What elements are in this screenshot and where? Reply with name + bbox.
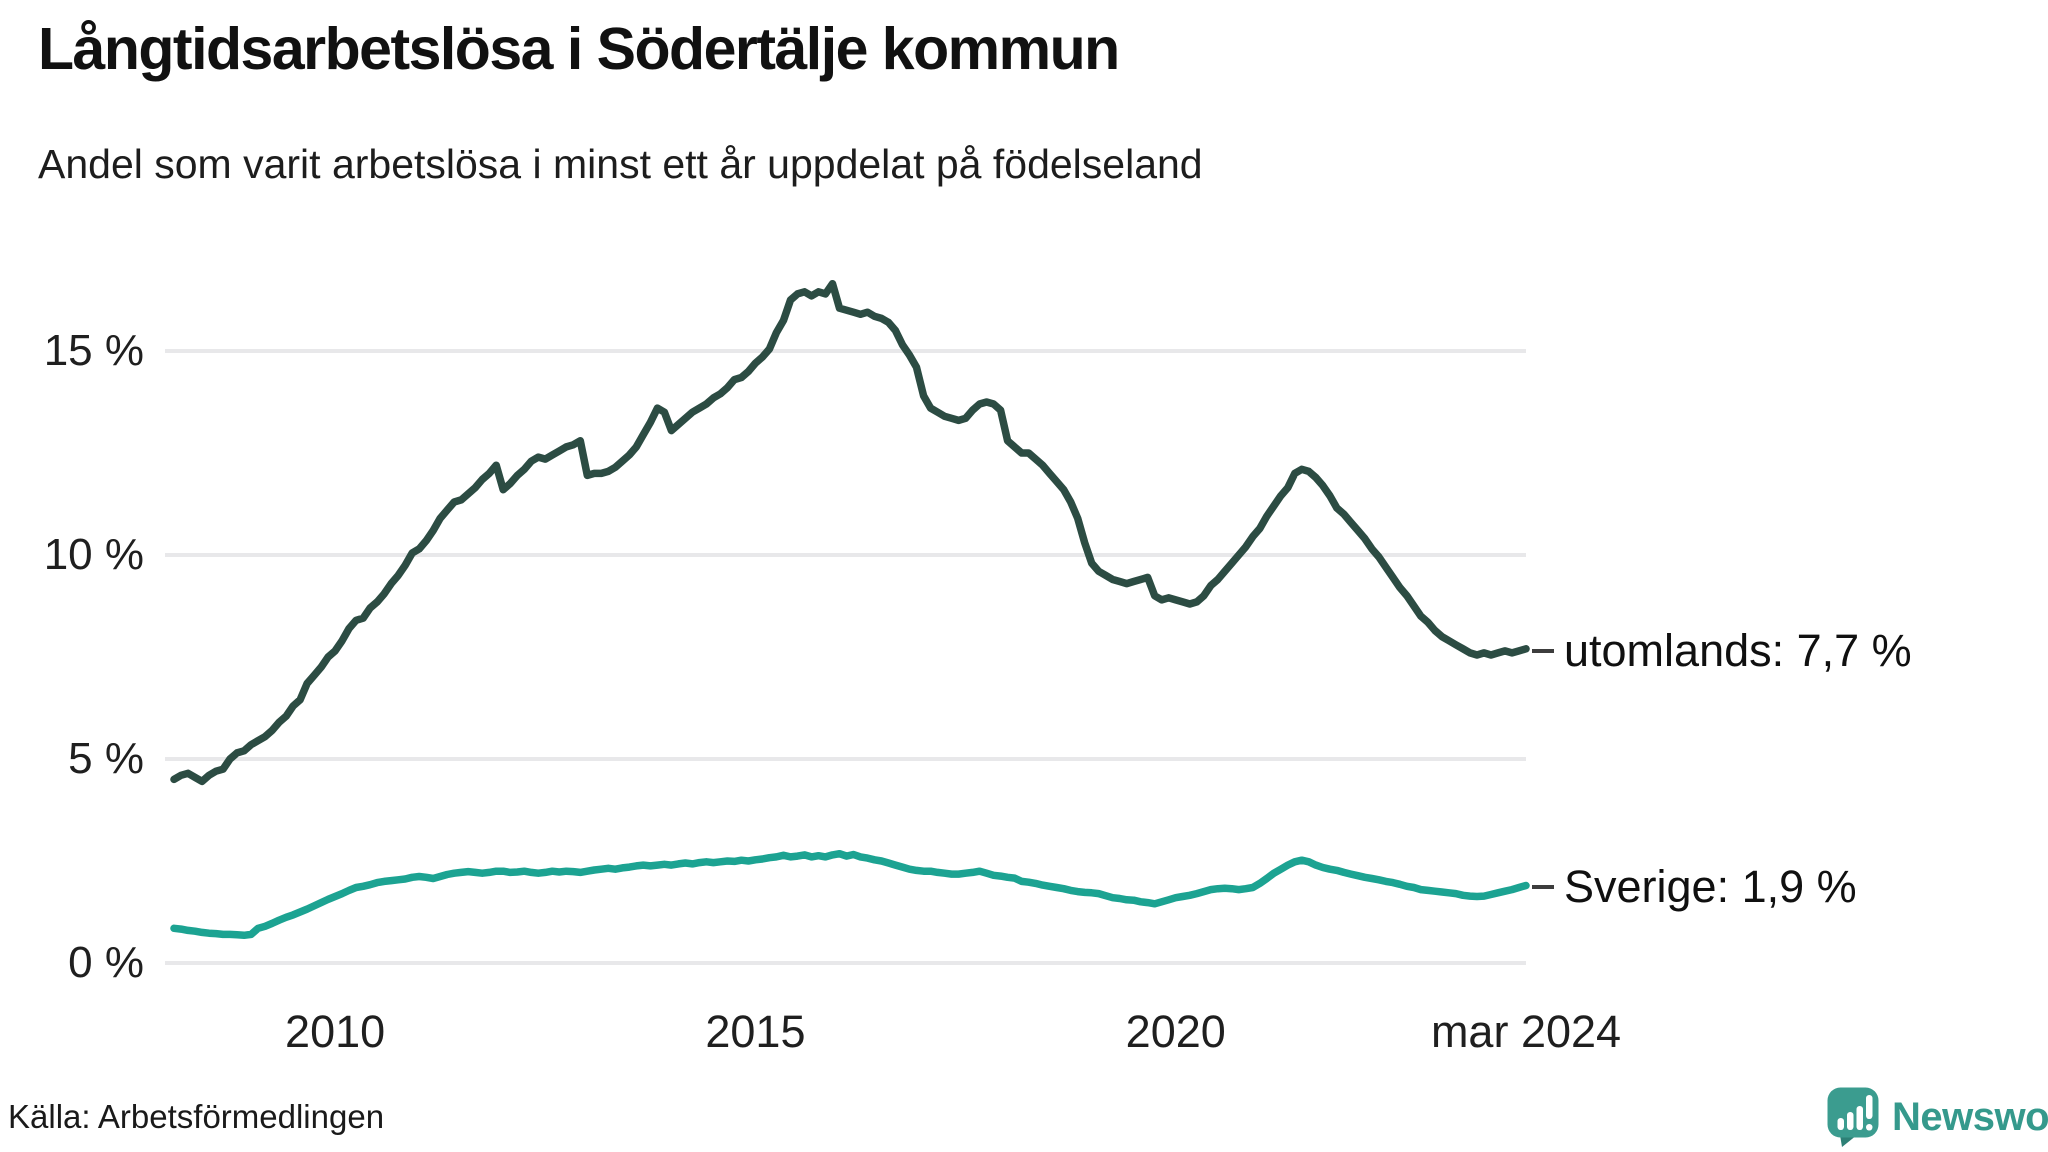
chart-subtitle: Andel som varit arbetslösa i minst ett å… [38, 141, 1203, 187]
newsworthy-logo-text: Newsworthy [1892, 1094, 2048, 1139]
series-label-utomlands: utomlands: 7,7 % [1532, 621, 1912, 681]
y-axis-tick-label: 5 % [68, 734, 144, 783]
series-label-text: Sverige: 1,9 % [1564, 861, 1857, 913]
newsworthy-speech-bubble-bar-chart-icon [1827, 1087, 1879, 1147]
series-label-connector-dash [1532, 885, 1554, 890]
chart-title: Långtidsarbetslösa i Södertälje kommun [38, 16, 1120, 82]
y-axis-tick-label: 0 % [68, 938, 144, 987]
x-axis-tick-label: mar 2024 [1430, 1006, 1622, 1057]
x-axis-tick-label: 2015 [705, 1006, 806, 1057]
series-label-connector-dash [1532, 648, 1554, 653]
y-axis-tick-label: 15 % [43, 326, 144, 375]
x-axis-tick-label: 2020 [1125, 1006, 1226, 1057]
y-axis-tick-label: 10 % [43, 530, 144, 579]
series-line-sverige [170, 849, 1530, 940]
newsworthy-logo[interactable]: Newsworthy [1826, 1086, 2048, 1148]
x-axis-tick-label: 2010 [285, 1006, 386, 1057]
series-label-sverige: Sverige: 1,9 % [1532, 857, 1857, 917]
series-line-utomlands [170, 279, 1530, 786]
source-note: Källa: Arbetsförmedlingen [8, 1098, 385, 1135]
series-label-text: utomlands: 7,7 % [1564, 624, 1912, 676]
